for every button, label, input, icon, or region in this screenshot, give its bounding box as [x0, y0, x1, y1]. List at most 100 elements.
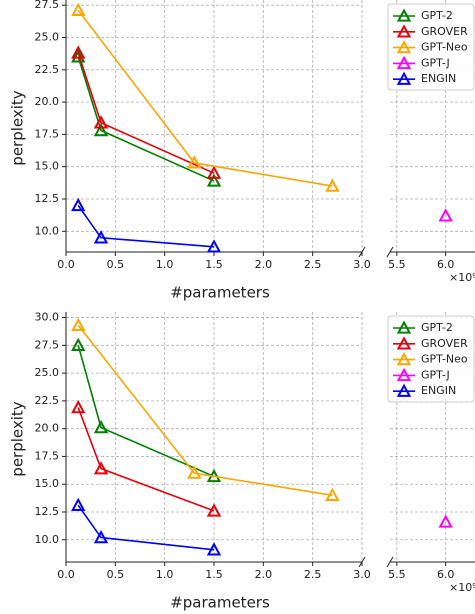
marker	[93, 122, 109, 137]
marker	[71, 45, 86, 59]
x-tick-label: 1.5	[205, 568, 223, 581]
axis-break	[358, 246, 366, 258]
x-tick-label: 0.0	[57, 568, 75, 581]
marker	[187, 465, 202, 479]
marker	[206, 542, 222, 556]
marker	[206, 165, 222, 179]
y-tick-label: 15.0	[35, 477, 60, 490]
marker	[93, 529, 109, 544]
axis-break	[386, 246, 394, 258]
x-tick-label: 2.5	[304, 568, 322, 581]
x-tick-label: 1.0	[156, 568, 174, 581]
legend-marker	[396, 55, 412, 70]
marker	[93, 419, 109, 434]
marker	[71, 399, 86, 414]
legend-label: GPT-J	[421, 368, 450, 381]
axis-break	[358, 556, 366, 568]
marker	[71, 49, 86, 63]
legend-label: GROVER	[421, 25, 468, 38]
series-line	[77, 324, 333, 497]
y-tick-label: 17.5	[35, 127, 60, 140]
offset-label: ×10⁹	[449, 581, 475, 594]
offset-label: ×10⁹	[449, 271, 475, 284]
marker	[93, 115, 109, 129]
series-line	[77, 205, 215, 248]
axis-break	[386, 556, 394, 568]
x-tick-label: 5.5	[388, 258, 406, 271]
y-tick-label: 25.0	[35, 366, 60, 379]
marker	[71, 337, 86, 352]
y-tick-label: 12.5	[35, 505, 60, 518]
legend-label: ENGIN	[421, 384, 456, 397]
legend-marker	[396, 8, 412, 22]
y-tick-label: 27.5	[35, 0, 60, 11]
y-axis-label: perplexity	[9, 90, 27, 165]
marker	[438, 208, 453, 222]
x-tick-label: 1.5	[205, 258, 223, 271]
legend-marker	[396, 320, 412, 334]
x-axis-label: #parameters	[170, 284, 270, 302]
series-line	[77, 9, 333, 187]
y-tick-label: 22.5	[35, 63, 60, 76]
series-line	[77, 345, 215, 478]
legend-marker	[396, 336, 412, 350]
x-tick-label: 3.0	[353, 258, 371, 271]
legend-marker	[396, 39, 412, 54]
y-tick-label: 27.5	[35, 338, 60, 351]
marker	[71, 2, 86, 17]
x-tick-label: 5.5	[388, 568, 406, 581]
series-line	[77, 56, 215, 182]
x-tick-label: 2.0	[255, 258, 273, 271]
legend-label: GPT-Neo	[421, 353, 468, 366]
marker	[187, 155, 202, 169]
x-tick-label: 0.0	[57, 258, 75, 271]
x-tick-label: 2.5	[304, 258, 322, 271]
legend-marker	[396, 383, 412, 397]
marker	[93, 461, 109, 475]
x-tick-label: 1.0	[156, 258, 174, 271]
marker	[71, 497, 86, 512]
legend-label: GPT-2	[421, 321, 453, 334]
marker	[206, 239, 222, 253]
y-tick-label: 12.5	[35, 192, 60, 205]
y-tick-label: 30.0	[35, 311, 60, 324]
legend-marker	[396, 71, 412, 85]
marker	[206, 173, 222, 187]
x-tick-label: 6.0	[437, 258, 455, 271]
x-tick-label: 2.0	[255, 568, 273, 581]
x-tick-label: 6.0	[437, 568, 455, 581]
legend-label: GPT-2	[421, 9, 453, 22]
marker	[71, 197, 86, 212]
x-tick-label: 0.5	[107, 258, 125, 271]
legend-label: GPT-J	[421, 56, 450, 69]
y-tick-label: 20.0	[35, 95, 60, 108]
legend-marker	[396, 351, 412, 366]
y-tick-label: 25.0	[35, 30, 60, 43]
y-tick-label: 20.0	[35, 422, 60, 435]
marker	[438, 514, 453, 528]
y-tick-label: 10.0	[35, 533, 60, 546]
marker	[71, 317, 86, 332]
legend-marker	[396, 367, 412, 382]
y-tick-label: 15.0	[35, 160, 60, 173]
marker	[206, 503, 222, 517]
series-line	[77, 407, 215, 512]
legend-label: GROVER	[421, 337, 468, 350]
series-line	[77, 52, 215, 174]
legend-label: GPT-Neo	[421, 41, 468, 54]
marker	[325, 178, 340, 192]
y-tick-label: 17.5	[35, 449, 60, 462]
y-tick-label: 10.0	[35, 224, 60, 237]
y-tick-label: 22.5	[35, 394, 60, 407]
series-line	[77, 504, 215, 551]
x-tick-label: 3.0	[353, 568, 371, 581]
marker	[93, 230, 109, 244]
x-tick-label: 0.5	[107, 568, 125, 581]
y-axis-label: perplexity	[9, 401, 27, 476]
x-axis-label: #parameters	[170, 594, 270, 612]
legend-marker	[396, 24, 412, 38]
marker	[325, 487, 340, 502]
legend-label: ENGIN	[421, 72, 456, 85]
